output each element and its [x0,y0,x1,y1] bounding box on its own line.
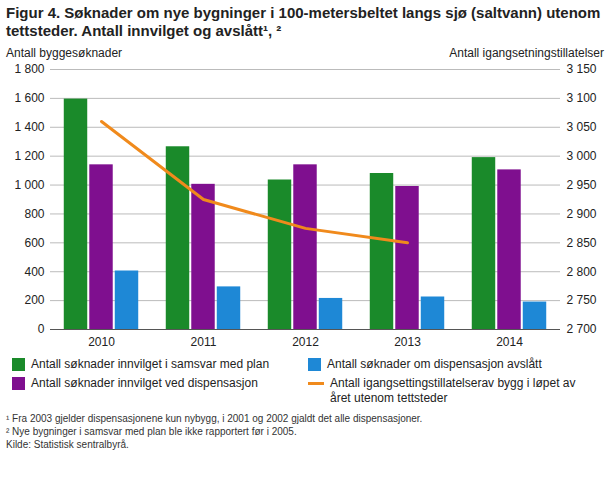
html-text:Antall søknader innvilget ved: Antall søknader innvilget ved dispensasj… [31,376,258,390]
svg-text:400: 400 [24,265,44,279]
html-text:Antall igangsettingstillatelse: Antall igangsettingstillatelserav bygg i… [330,376,576,405]
svg-text:3 050: 3 050 [567,120,597,134]
svg-text:2 850: 2 850 [567,236,597,250]
svg-text:3 100: 3 100 [567,91,597,105]
html-text:Kilde: Statistisk sentralbyrå.: Kilde: Statistisk sentralbyrå. [6,439,129,450]
svg-text:1 600: 1 600 [14,91,44,105]
html-text:Figur 4. Søknader om nye bygni: Figur 4. Søknader om nye bygninger i 100… [6,4,601,39]
svg-text:2 900: 2 900 [567,207,597,221]
svg-text:2 950: 2 950 [567,178,597,192]
html-text:Antall søknader innvilget i sa: Antall søknader innvilget i samsvar med … [31,357,270,371]
svg-text:2010: 2010 [88,335,115,349]
svg-text:600: 600 [24,236,44,250]
html-text:Antall søknader om dispensasjo: Antall søknader om dispensasjon avslått [327,357,542,371]
svg-text:2 700: 2 700 [567,322,597,336]
svg-text:2 800: 2 800 [567,265,597,279]
svg-text:1 400: 1 400 [14,120,44,134]
svg-text:1 000: 1 000 [14,178,44,192]
svg-text:0: 0 [38,322,45,336]
svg-text:3 150: 3 150 [567,62,597,76]
svg-text:3 000: 3 000 [567,149,597,163]
svg-text:2 750: 2 750 [567,293,597,307]
svg-text:2011: 2011 [191,335,217,349]
svg-text:200: 200 [24,293,44,307]
svg-text:2012: 2012 [292,335,319,349]
svg-text:2013: 2013 [394,335,421,349]
svg-text:2014: 2014 [496,335,523,349]
svg-text:800: 800 [24,207,44,221]
svg-text:1 800: 1 800 [14,62,44,76]
html-text:² Nye bygninger i samsvar med: ² Nye bygninger i samsvar med plan ble i… [6,426,297,437]
html-text:Antall igangsetningstillatelse: Antall igangsetningstillatelser [449,46,604,60]
html-text:Antall byggesøknader: Antall byggesøknader [6,46,123,60]
svg-text:1 200: 1 200 [14,149,44,163]
html-text:¹ Fra 2003 gjelder dispensasjo: ¹ Fra 2003 gjelder dispensasjonene kun n… [6,413,423,424]
